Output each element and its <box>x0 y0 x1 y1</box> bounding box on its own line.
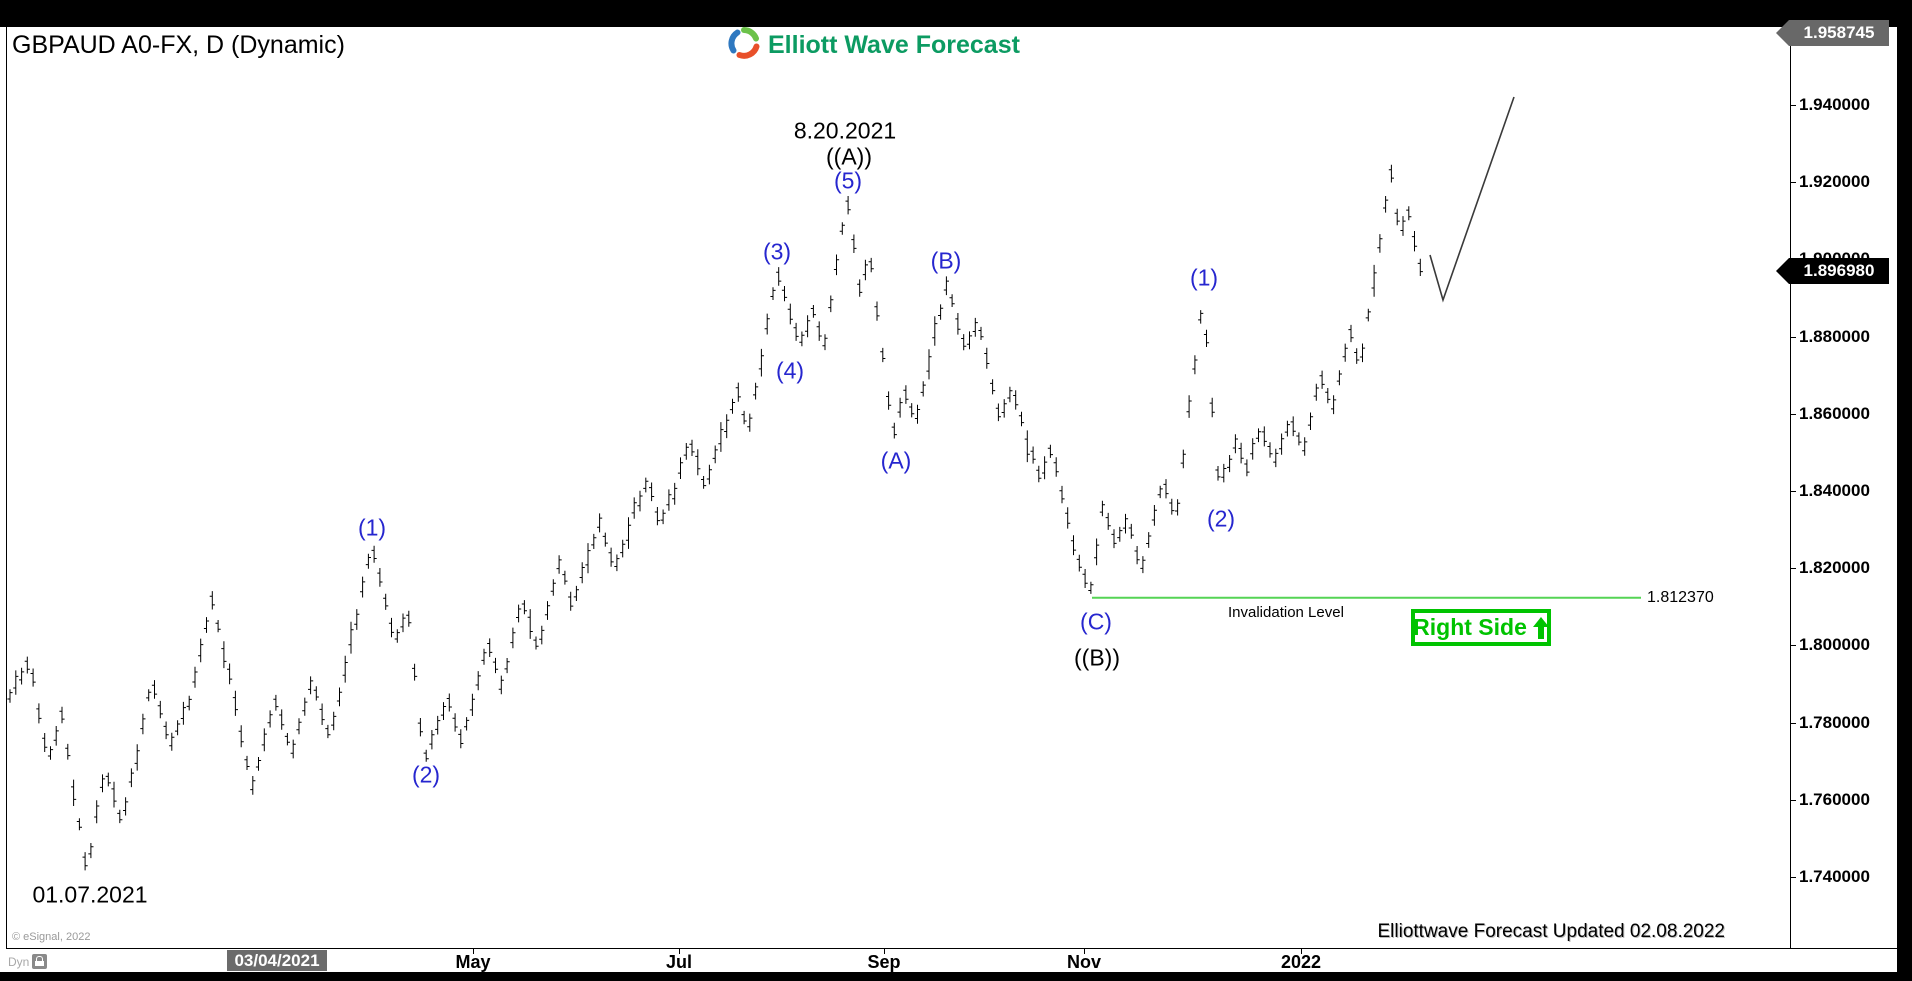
right-side-label: Right Side <box>1413 614 1527 640</box>
price-tick-label: 1.920000 <box>1799 172 1870 192</box>
wave-label-3: (3) <box>762 238 792 265</box>
price-tick-label: 1.860000 <box>1799 403 1870 423</box>
price-tick-mark <box>1791 723 1796 724</box>
invalidation-level-label: Invalidation Level <box>1228 603 1344 621</box>
right-side-badge: Right Side <box>1411 609 1551 646</box>
price-tick-mark <box>1791 877 1796 878</box>
chart-bottom-border <box>6 948 1897 949</box>
date-tick-label: Jul <box>665 952 693 972</box>
bottom-black-bar <box>0 972 1912 981</box>
wave-label-2: (2) <box>411 761 441 788</box>
price-tick-mark <box>1791 491 1796 492</box>
date-tick-mark <box>884 949 885 954</box>
wave-label-b: ((B)) <box>1074 644 1120 671</box>
brand-logo: Elliott Wave Forecast <box>728 27 1020 64</box>
up-arrow-icon <box>1532 616 1549 639</box>
price-tick-mark <box>1791 568 1796 569</box>
price-tick-label: 1.940000 <box>1799 95 1870 114</box>
wave-label-c: (C) <box>1080 608 1112 635</box>
wave-label-2: (2) <box>1206 505 1236 532</box>
wave-label-a: ((A)) <box>826 143 872 170</box>
price-tick-label: 1.780000 <box>1799 712 1870 732</box>
date-tick-mark <box>1084 949 1085 954</box>
wave-label-5: (5) <box>833 167 863 194</box>
date-tick-label: May <box>455 952 491 972</box>
wave-label-01072021: 01.07.2021 <box>32 881 148 908</box>
price-tick-mark <box>1791 645 1796 646</box>
date-tick-label: Sep <box>867 952 901 972</box>
dyn-mode-label[interactable]: Dyn <box>8 955 30 969</box>
price-tick-label: 1.740000 <box>1799 867 1870 886</box>
wave-label-a: (A) <box>880 447 912 474</box>
price-tick-mark <box>1791 182 1796 183</box>
forecast-updated-note: Elliottwave Forecast Updated 02.08.2022 <box>1377 921 1726 942</box>
price-tick-mark <box>1791 414 1796 415</box>
right-black-bar <box>1897 0 1912 981</box>
wave-label-8202021: 8.20.2021 <box>793 117 897 144</box>
date-tick-label: 2022 <box>1280 952 1322 972</box>
wave-label-b: (B) <box>930 247 962 274</box>
price-tick-mark <box>1791 800 1796 801</box>
price-bars <box>7 164 1423 871</box>
elliott-wave-swirl-icon <box>728 27 760 64</box>
price-tick-label: 1.880000 <box>1799 326 1870 346</box>
date-axis-highlight: 03/04/2021 <box>227 950 327 971</box>
wave-label-1: (1) <box>1189 264 1219 291</box>
date-tick-mark <box>679 949 680 954</box>
symbol-title: GBPAUD A0-FX, D (Dynamic) <box>12 31 345 59</box>
invalidation-level-value: 1.812370 <box>1647 588 1714 606</box>
upper-price-tag: 1.958745 <box>1776 19 1889 46</box>
current-price-tag: 1.896980 <box>1776 258 1889 285</box>
date-tick-mark <box>1301 949 1302 954</box>
brand-logo-text: Elliott Wave Forecast <box>768 31 1020 59</box>
date-tick-label: Nov <box>1066 952 1102 972</box>
date-tick-mark <box>473 949 474 954</box>
price-tick-mark <box>1791 337 1796 338</box>
price-axis-separator <box>1790 27 1791 948</box>
wave-label-1: (1) <box>357 514 387 541</box>
price-tick-label: 1.840000 <box>1799 481 1870 500</box>
forecast-projection-line <box>1429 96 1515 303</box>
price-tick-label: 1.820000 <box>1799 558 1870 578</box>
wave-label-4: (4) <box>775 357 805 384</box>
price-tick-label: 1.760000 <box>1799 789 1870 809</box>
price-tick-label: 1.800000 <box>1799 635 1870 655</box>
price-tick-mark <box>1791 105 1796 106</box>
chart-left-border <box>6 27 7 948</box>
lock-icon[interactable] <box>32 954 47 969</box>
top-black-bar <box>0 0 1912 27</box>
esignal-copyright: © eSignal, 2022 <box>12 931 91 943</box>
